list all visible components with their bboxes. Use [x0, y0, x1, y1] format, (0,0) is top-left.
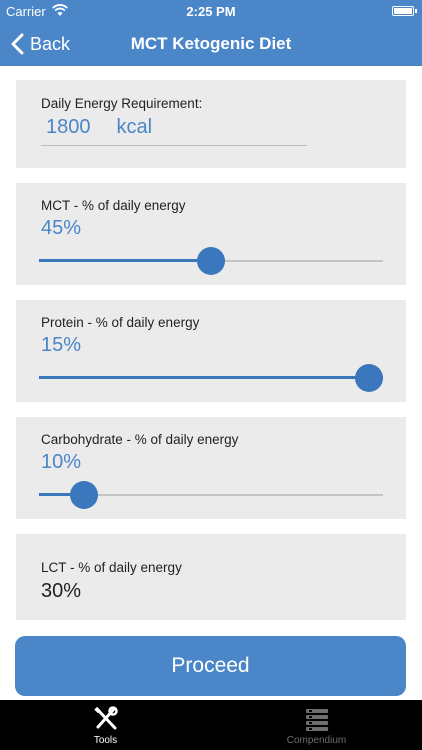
energy-unit: kcal: [116, 116, 153, 138]
proceed-button[interactable]: Proceed: [15, 636, 406, 696]
list-icon: [305, 709, 328, 731]
carrier-label: Carrier: [6, 4, 46, 19]
mct-slider-thumb[interactable]: [197, 247, 225, 275]
protein-card: Protein - % of daily energy 15%: [16, 300, 406, 402]
lct-label: LCT - % of daily energy: [41, 560, 182, 575]
tab-bar: Tools Compendium: [0, 700, 422, 750]
tab-compendium-label: Compendium: [286, 735, 347, 746]
tab-tools-label: Tools: [93, 735, 118, 746]
status-time: 2:25 PM: [186, 4, 236, 19]
chevron-left-icon: [11, 33, 24, 55]
wifi-icon: [52, 4, 68, 16]
tab-compendium[interactable]: Compendium: [211, 700, 422, 750]
protein-value: 15%: [41, 334, 82, 356]
lct-value: 30%: [41, 580, 82, 602]
energy-input[interactable]: 1800 kcal: [41, 116, 307, 146]
protein-label: Protein - % of daily energy: [41, 315, 200, 330]
back-button-label: Back: [30, 33, 71, 54]
carbohydrate-slider[interactable]: [39, 480, 383, 510]
main-content: Daily Energy Requirement: 1800 kcal MCT …: [0, 66, 422, 700]
tools-icon: [93, 706, 118, 730]
back-button[interactable]: Back: [10, 31, 70, 57]
tab-tools[interactable]: Tools: [0, 700, 211, 750]
protein-slider-thumb[interactable]: [355, 364, 383, 392]
lct-card: LCT - % of daily energy 30%: [16, 534, 406, 620]
energy-value: 1800: [46, 116, 91, 138]
carbohydrate-card: Carbohydrate - % of daily energy 10%: [16, 417, 406, 519]
status-bar: Carrier 2:25 PM: [0, 0, 422, 22]
carbohydrate-slider-thumb[interactable]: [70, 481, 98, 509]
navigation-bar: Back MCT Ketogenic Diet: [0, 22, 422, 66]
protein-slider[interactable]: [39, 363, 383, 393]
battery-icon: [392, 6, 417, 16]
mct-card: MCT - % of daily energy 45%: [16, 183, 406, 285]
energy-card: Daily Energy Requirement: 1800 kcal: [16, 80, 406, 168]
energy-label: Daily Energy Requirement:: [41, 96, 203, 111]
carbohydrate-label: Carbohydrate - % of daily energy: [41, 432, 239, 447]
mct-label: MCT - % of daily energy: [41, 198, 186, 213]
mct-slider[interactable]: [39, 246, 383, 276]
mct-value: 45%: [41, 217, 82, 239]
carbohydrate-value: 10%: [41, 451, 82, 473]
